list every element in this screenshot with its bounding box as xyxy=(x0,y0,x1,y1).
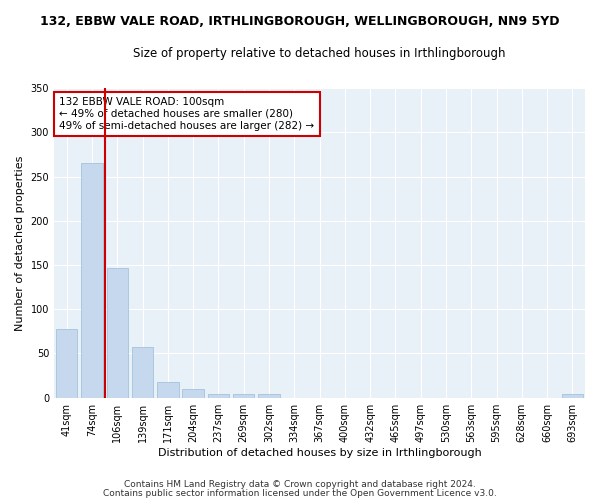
Text: Contains public sector information licensed under the Open Government Licence v3: Contains public sector information licen… xyxy=(103,488,497,498)
Bar xyxy=(233,394,254,398)
Text: 132, EBBW VALE ROAD, IRTHLINGBOROUGH, WELLINGBOROUGH, NN9 5YD: 132, EBBW VALE ROAD, IRTHLINGBOROUGH, WE… xyxy=(40,15,560,28)
X-axis label: Distribution of detached houses by size in Irthlingborough: Distribution of detached houses by size … xyxy=(158,448,481,458)
Y-axis label: Number of detached properties: Number of detached properties xyxy=(15,155,25,330)
Bar xyxy=(182,389,204,398)
Bar xyxy=(81,164,103,398)
Title: Size of property relative to detached houses in Irthlingborough: Size of property relative to detached ho… xyxy=(133,48,506,60)
Text: 132 EBBW VALE ROAD: 100sqm
← 49% of detached houses are smaller (280)
49% of sem: 132 EBBW VALE ROAD: 100sqm ← 49% of deta… xyxy=(59,98,314,130)
Bar xyxy=(258,394,280,398)
Bar xyxy=(132,348,153,398)
Text: Contains HM Land Registry data © Crown copyright and database right 2024.: Contains HM Land Registry data © Crown c… xyxy=(124,480,476,489)
Bar xyxy=(157,382,179,398)
Bar xyxy=(208,394,229,398)
Bar xyxy=(562,394,583,398)
Bar xyxy=(107,268,128,398)
Bar xyxy=(56,328,77,398)
